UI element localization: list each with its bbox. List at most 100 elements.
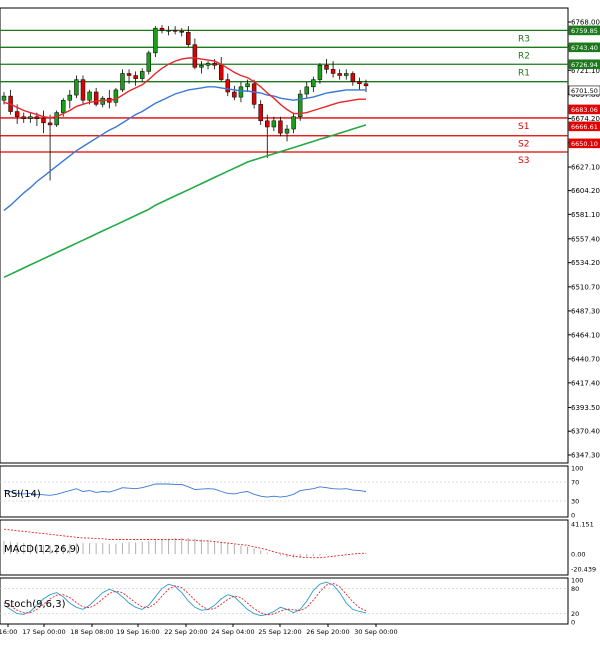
y-tick-label: 6464.10	[571, 331, 600, 339]
bear-candle	[357, 81, 362, 85]
bull-candle	[120, 73, 125, 91]
price-label-box	[568, 42, 600, 53]
bear-candle	[330, 69, 336, 74]
x-tick-label: 30 Sep 00:00	[354, 628, 397, 636]
x-tick-label: 17 Sep 00:00	[22, 628, 65, 636]
rsi-tick-label: 100	[571, 465, 583, 473]
stoch-tick-label: 80	[571, 585, 579, 593]
rsi-tick-label: 30	[571, 497, 579, 505]
rsi-tick-label: 0	[571, 512, 575, 520]
price-label-box	[568, 104, 600, 115]
stoch-title: Stoch(9,6,3)	[4, 599, 66, 610]
ma-mid-line	[3, 86, 366, 211]
y-tick-label: 6347.30	[571, 452, 600, 460]
bull-candle	[28, 116, 33, 119]
bear-candle	[337, 73, 342, 76]
bear-candle	[350, 73, 356, 82]
x-tick-label: 25 Sep 12:00	[258, 628, 301, 636]
bull-candle	[139, 71, 145, 79]
bull-candle	[61, 99, 66, 113]
x-tick-label: 24 Sep 04:00	[211, 628, 254, 636]
stoch-tick-label: 0	[571, 619, 575, 627]
bull-candle	[87, 91, 92, 101]
y-tick-label: 6487.30	[571, 307, 600, 315]
price-label-support: 6666.61	[571, 123, 598, 131]
rsi-line	[3, 483, 367, 498]
bear-candle	[80, 79, 86, 101]
bull-candle	[205, 62, 211, 66]
bull-candle	[100, 97, 105, 105]
price-label-box	[568, 85, 600, 96]
y-tick-label: 6534.20	[571, 259, 600, 267]
bull-candle	[284, 128, 290, 134]
bull-candle	[291, 116, 296, 130]
y-tick-label: 6581.10	[571, 211, 600, 219]
price-label-support: 6650.10	[571, 140, 598, 148]
level-label-s3: S3	[518, 156, 529, 166]
y-tick-label: 6557.40	[571, 235, 600, 243]
bear-candle	[93, 91, 99, 105]
bear-candle	[225, 79, 231, 93]
bear-candle	[34, 116, 40, 119]
bear-candle	[21, 116, 26, 119]
macd-tick-label: 0.00	[571, 551, 585, 559]
bear-candle	[232, 91, 237, 98]
ma-fast-line	[3, 57, 366, 119]
price-label-resistance: 6726.94	[571, 61, 598, 69]
bear-candle	[14, 111, 20, 117]
bear-candle	[159, 27, 165, 31]
bull-candle	[67, 94, 73, 101]
macd-tick-label: -20.439	[571, 566, 596, 574]
bear-candle	[265, 120, 270, 128]
y-tick-label: 6370.40	[571, 428, 600, 436]
macd-tick-label: 41.151	[571, 521, 594, 529]
main-panel	[0, 7, 569, 464]
stoch-tick-label: 100	[571, 577, 583, 585]
bear-candle	[172, 29, 178, 32]
price-label-current: 6701.50	[571, 87, 598, 95]
macd-signal-line	[3, 528, 366, 559]
x-tick-label: 18 Sep 08:00	[70, 628, 113, 636]
bear-candle	[192, 44, 198, 68]
bull-candle	[1, 95, 7, 101]
stoch-d-line	[3, 582, 367, 616]
rsi-tick-label: 70	[571, 479, 579, 487]
x-tick-label: 19 Sep 16:00	[116, 628, 159, 636]
bear-candle	[212, 62, 217, 66]
bear-candle	[47, 122, 53, 126]
bear-candle	[41, 118, 46, 124]
stoch-k-line	[3, 581, 367, 617]
bull-candle	[304, 86, 309, 95]
bull-candle	[166, 29, 171, 32]
price-label-box	[568, 59, 600, 70]
level-label-s2: S2	[518, 140, 529, 150]
bull-candle	[54, 112, 59, 126]
bull-candle	[146, 52, 152, 72]
bull-candle	[317, 64, 323, 80]
bear-candle	[324, 64, 329, 70]
bear-candle	[258, 104, 263, 122]
rsi-panel	[0, 465, 569, 518]
macd-title: MACD(12,26,9)	[4, 544, 80, 555]
bull-candle	[153, 27, 158, 54]
x-tick-label: 16:00	[0, 628, 17, 636]
bull-candle	[245, 83, 250, 88]
x-tick-label: 22 Sep 20:00	[164, 628, 207, 636]
stoch-tick-label: 20	[571, 610, 579, 618]
bull-candle	[344, 73, 349, 76]
bear-candle	[251, 83, 257, 105]
y-tick-label: 6417.40	[571, 379, 600, 387]
bear-candle	[179, 31, 184, 33]
bear-candle	[186, 32, 191, 45]
y-tick-label: 6768.00	[571, 19, 600, 27]
bull-candle	[74, 79, 79, 96]
ma-slow-line	[3, 124, 367, 279]
bear-candle	[363, 83, 369, 87]
bull-candle	[311, 79, 316, 88]
level-label-s1: S1	[518, 122, 529, 132]
bull-candle	[199, 64, 204, 68]
bull-candle	[271, 120, 277, 128]
level-label-r3: R3	[518, 34, 530, 44]
